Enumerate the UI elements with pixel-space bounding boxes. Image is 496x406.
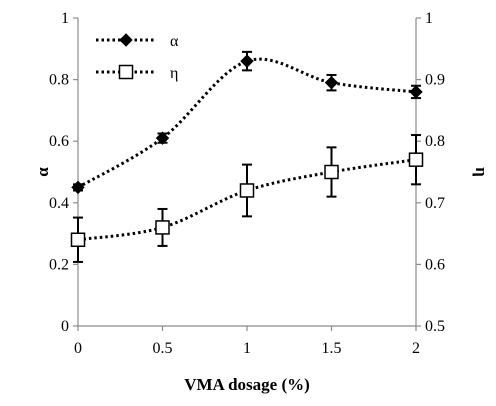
y2-tick-label: 1 xyxy=(425,10,433,27)
y2-tick-label: 0.5 xyxy=(425,318,445,335)
axes: 0 0.2 0.4 0.6 0.8 1 0.5 0.6 0.7 0.8 0.9 1 0 0.5 1 1.5 2 xyxy=(49,10,445,357)
legend-label: η xyxy=(170,65,178,82)
x-tick-label: 0 xyxy=(74,340,82,357)
data-point xyxy=(71,180,85,195)
x-tick-label: 1 xyxy=(243,340,251,357)
legend-marker xyxy=(119,33,133,47)
data-point xyxy=(324,75,339,90)
data-point xyxy=(155,131,170,145)
legend: αη xyxy=(96,33,179,82)
y-axis-title: α xyxy=(33,167,52,177)
x-axis-title: VMA dosage (%) xyxy=(184,375,310,394)
y2-axis-title: η xyxy=(472,167,491,177)
data-point xyxy=(155,220,170,235)
y-tick-label: 0.6 xyxy=(49,133,69,150)
y2-tick-label: 0.8 xyxy=(425,133,445,150)
y-tick-label: 0.4 xyxy=(49,195,69,212)
legend-marker xyxy=(118,64,134,80)
y2-tick-label: 0.7 xyxy=(425,195,445,212)
data-point xyxy=(239,183,255,198)
y-tick-label: 1 xyxy=(61,10,69,27)
y-tick-label: 0.8 xyxy=(49,72,69,89)
legend-label: α xyxy=(170,33,179,50)
y-tick-label: 0 xyxy=(61,318,69,335)
data-point xyxy=(240,54,254,68)
y2-tick-label: 0.6 xyxy=(425,256,445,273)
y-tick-label: 0.2 xyxy=(49,256,69,273)
series-line-1 xyxy=(77,57,417,189)
data-point xyxy=(408,152,424,167)
x-tick-label: 0.5 xyxy=(153,340,173,357)
data-point xyxy=(409,85,423,99)
x-tick-label: 2 xyxy=(412,340,420,357)
data-point xyxy=(324,164,339,180)
data-point xyxy=(70,232,86,248)
series-layer xyxy=(70,50,424,263)
y2-tick-label: 0.9 xyxy=(425,72,445,89)
x-tick-label: 1.5 xyxy=(322,340,342,357)
